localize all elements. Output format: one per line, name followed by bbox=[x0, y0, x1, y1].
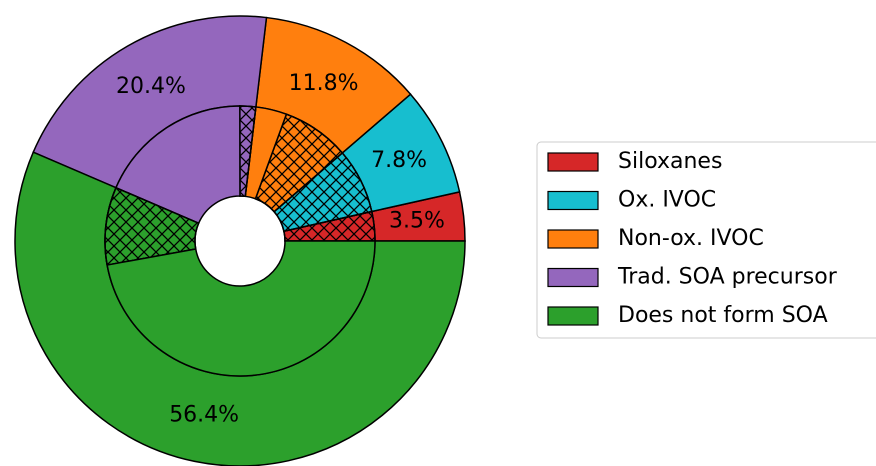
wedge-label: 11.8% bbox=[289, 71, 359, 96]
legend-swatch bbox=[547, 190, 599, 211]
legend-label: Does not form SOA bbox=[618, 303, 828, 328]
wedge-label: 56.4% bbox=[169, 402, 239, 427]
legend-box bbox=[536, 141, 876, 339]
wedge-label: 20.4% bbox=[116, 74, 186, 99]
wedge bbox=[106, 240, 376, 377]
wedge bbox=[114, 105, 241, 225]
legend-swatch bbox=[547, 306, 599, 326]
wedge-label: 3.5% bbox=[389, 208, 445, 233]
legend-label: Trad. SOA precursor bbox=[617, 265, 838, 290]
legend-swatch bbox=[547, 229, 599, 249]
legend-label: Siloxanes bbox=[618, 149, 722, 174]
wedge-label: 7.8% bbox=[371, 148, 427, 173]
legend-label: Non-ox. IVOC bbox=[618, 226, 764, 251]
legend-label: Ox. IVOC bbox=[618, 188, 716, 213]
legend-swatch bbox=[547, 267, 599, 288]
legend-swatch bbox=[547, 152, 599, 172]
